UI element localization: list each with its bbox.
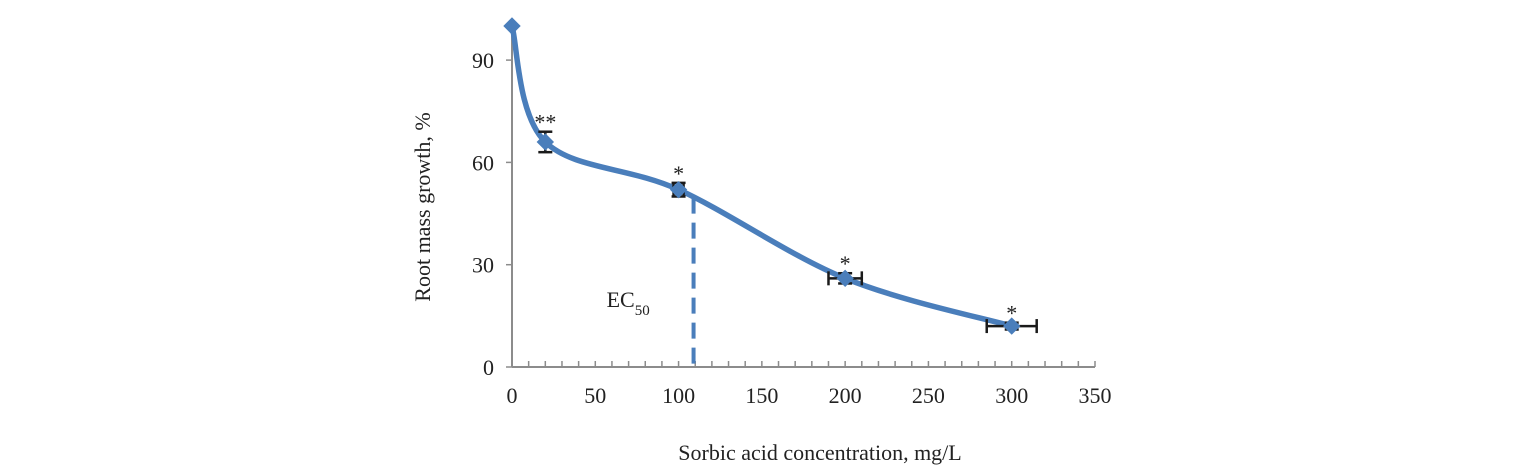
x-tick-label: 100 xyxy=(662,383,695,408)
ec50-label: EC50 xyxy=(607,287,650,319)
data-point-marker xyxy=(503,17,521,35)
significance-label: * xyxy=(673,161,684,186)
x-tick-label: 200 xyxy=(829,383,862,408)
y-tick-label: 30 xyxy=(472,253,494,278)
x-axis-title: Sorbic acid concentration, mg/L xyxy=(678,440,961,465)
significance-label: * xyxy=(1006,301,1017,326)
x-tick-label: 250 xyxy=(912,383,945,408)
y-tick-label: 60 xyxy=(472,150,494,175)
significance-label: * xyxy=(840,251,851,276)
significance-label: ** xyxy=(534,110,556,135)
series-line xyxy=(509,23,1015,329)
y-axis-title: Root mass growth, % xyxy=(410,112,435,301)
axes xyxy=(506,20,1096,368)
x-tick-label: 150 xyxy=(745,383,778,408)
x-tick-label: 50 xyxy=(584,383,606,408)
data-point-marker xyxy=(836,269,854,288)
data-point-marker xyxy=(536,133,555,151)
x-tick-label: 0 xyxy=(507,383,518,408)
y-tick-label: 90 xyxy=(472,48,494,73)
x-tick-label: 300 xyxy=(995,383,1028,408)
chart-labels: Sorbic acid concentration, mg/L Root mas… xyxy=(410,48,1112,465)
data-point-marker xyxy=(669,180,688,199)
y-tick-label: 0 xyxy=(483,355,494,380)
chart-marks xyxy=(503,17,1038,367)
data-point-marker xyxy=(1003,317,1021,335)
x-tick-label: 350 xyxy=(1079,383,1112,408)
